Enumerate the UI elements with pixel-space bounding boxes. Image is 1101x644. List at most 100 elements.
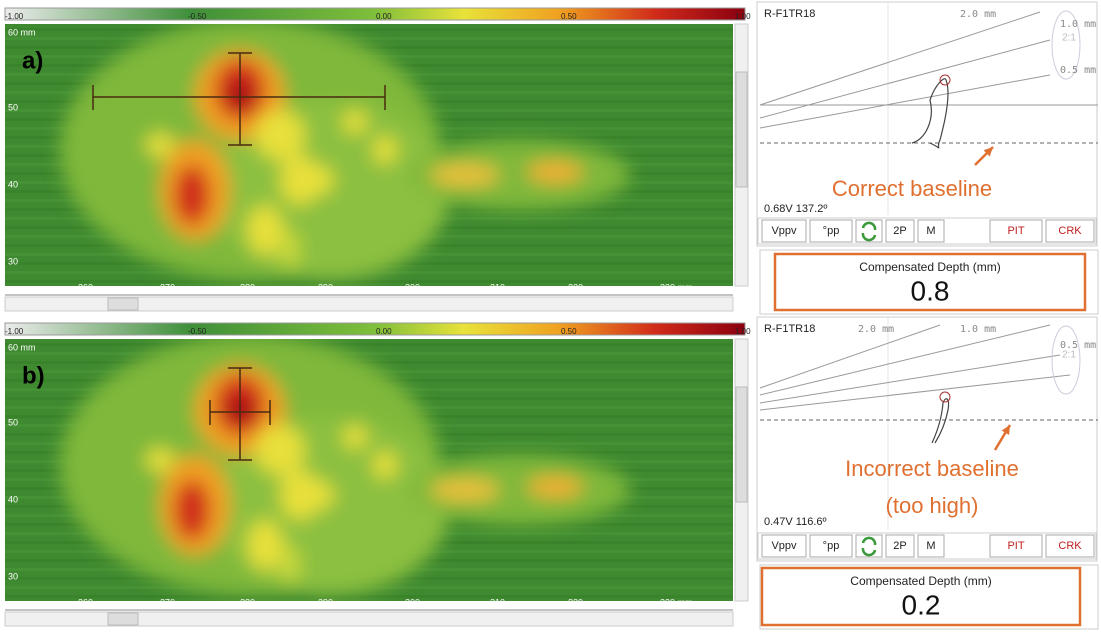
scan-stripe [5, 37, 733, 40]
cursor [92, 52, 386, 146]
button[interactable] [885, 534, 915, 558]
y-axis-label: 30 [8, 256, 18, 266]
refresh-icon [861, 536, 877, 557]
x-axis-label: 260 [78, 282, 93, 292]
heatmap [5, 24, 733, 283]
color-bar-label: 0.00 [376, 327, 392, 336]
depth-value: 0.8 [911, 275, 950, 306]
heatmap-blob [247, 205, 283, 255]
color-bar-label: -0.50 [188, 327, 207, 336]
y-axis-label: 40 [8, 179, 18, 189]
x-axis-label: 330 mm [660, 597, 693, 607]
heatmap-blob [430, 478, 500, 502]
button-label: Vppv [771, 540, 797, 552]
color-bar-label: 0.50 [561, 327, 577, 336]
cursor-marker [939, 391, 951, 403]
color-bar-label: 1.00 [735, 12, 751, 21]
scan-stripe [5, 28, 733, 31]
heatmap-blob [527, 476, 583, 498]
button[interactable] [989, 534, 1043, 558]
x-axis-label: 270 [160, 282, 175, 292]
depth-box [760, 566, 1082, 627]
x-axis-label: 320 [568, 597, 583, 607]
scale-line [759, 324, 1051, 396]
x-axis-label: 280 [240, 597, 255, 607]
heatmap-blob [373, 136, 397, 164]
annotation: Correct baseline [832, 176, 992, 201]
button-label: CRK [1058, 225, 1082, 237]
depth-title: Compensated Depth (mm) [850, 574, 991, 588]
heatmap-blobs [60, 339, 630, 595]
button-label: 2P [893, 540, 906, 552]
refresh-icon [861, 221, 877, 242]
button[interactable] [809, 219, 853, 243]
scale-label: 2.0 mm [960, 9, 996, 20]
x-axis-label: 330 mm [660, 282, 693, 292]
x-axis-label: 270 [160, 597, 175, 607]
heatmap-blob [174, 480, 210, 540]
button-label: M [926, 225, 935, 237]
heatmap-blob [280, 545, 300, 585]
scale-label: 0.5 mm [1060, 340, 1096, 351]
signal-trace [931, 398, 950, 444]
button-label: PIT [1007, 540, 1024, 552]
heatmap-blob [280, 470, 320, 520]
button[interactable] [989, 219, 1043, 243]
signal-trace [911, 78, 949, 149]
heatmap-blob [306, 481, 334, 509]
scale-label: 0.5 mm [1060, 65, 1096, 76]
y-axis-label: 60 mm [8, 27, 36, 37]
x-axis-label: 320 [568, 282, 583, 292]
color-bar-label: -1.00 [5, 12, 24, 21]
scale-line [759, 354, 1061, 404]
arrow-head [983, 147, 993, 157]
button[interactable] [1045, 534, 1095, 558]
heatmap-blob [430, 163, 500, 187]
scale-line [759, 374, 1071, 411]
heatmap-blob [410, 455, 630, 525]
color-bar-label: 0.50 [561, 12, 577, 21]
ratio-ellipse [1051, 325, 1081, 395]
vertical-scroll-thumb [735, 71, 748, 188]
scale-line [759, 324, 941, 389]
button[interactable] [1045, 219, 1095, 243]
x-axis-label: 300 [405, 282, 420, 292]
ratio-ellipse [1051, 10, 1081, 80]
heatmap-inner [5, 339, 733, 598]
scope-title: R-F1TR18 [764, 8, 815, 20]
heatmap-blob [174, 165, 210, 225]
scan-stripe [5, 343, 733, 346]
x-axis-label: 290 [318, 282, 333, 292]
x-axis-label: 290 [318, 597, 333, 607]
button-label: 2P [893, 225, 906, 237]
panel-label: a) [22, 47, 43, 74]
color-bar-label: -1.00 [5, 327, 24, 336]
button[interactable] [917, 219, 945, 243]
button[interactable] [761, 534, 807, 558]
heatmap-blob [255, 425, 305, 475]
button[interactable] [917, 534, 945, 558]
horizontal-scroll-thumb [107, 297, 139, 311]
button[interactable] [761, 219, 807, 243]
scale-line [759, 74, 1051, 129]
horizontal-scrollbar [4, 611, 734, 627]
button-label: °pp [823, 225, 840, 237]
y-axis-label: 30 [8, 571, 18, 581]
scope-title: R-F1TR18 [764, 323, 815, 335]
y-axis-label: 60 mm [8, 342, 36, 352]
heatmap-blob [146, 448, 174, 472]
button[interactable] [809, 534, 853, 558]
heatmap-blob [247, 520, 283, 570]
y-axis-label: 50 [8, 102, 18, 112]
heatmap-blob [280, 230, 300, 270]
arrow-head [1001, 425, 1010, 435]
heatmap-inner [5, 24, 733, 283]
horizontal-scrollbar [4, 296, 734, 312]
depth-value: 0.2 [902, 589, 941, 620]
scan-stripe [5, 361, 733, 364]
annotation: Incorrect baseline [845, 456, 1019, 481]
x-axis-label: 260 [78, 597, 93, 607]
readout: 0.68V 137.2º [764, 203, 827, 215]
button[interactable] [885, 219, 915, 243]
